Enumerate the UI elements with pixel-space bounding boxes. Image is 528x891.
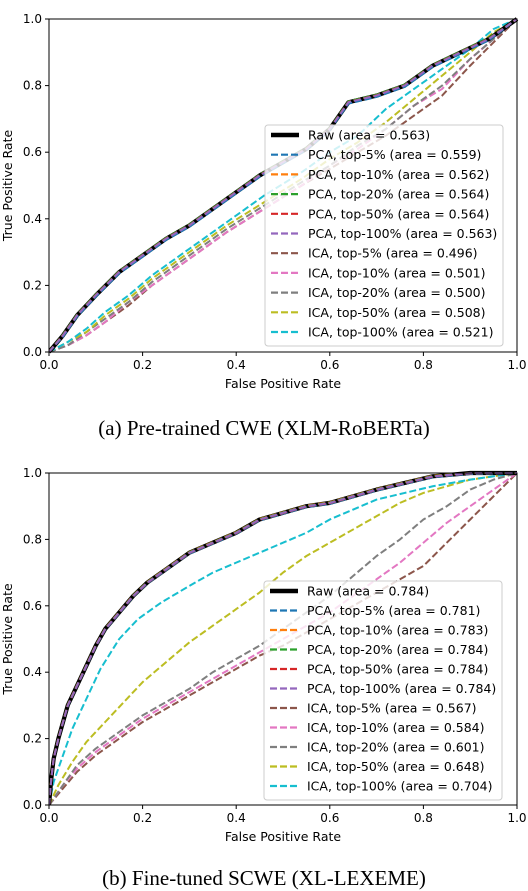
chartb-legend-label-8: ICA, top-20% (area = 0.601) xyxy=(307,740,485,755)
chartb-ytick-label-2: 0.4 xyxy=(23,665,42,679)
charta-xtick-label-4: 0.8 xyxy=(414,358,433,372)
chartb-series-10 xyxy=(49,472,518,806)
chartb-series-5 xyxy=(49,472,517,806)
caption-b: (b) Fine-tuned SCWE (XL-LEXEME) xyxy=(102,866,426,890)
chartb-xtick-label-5: 1.0 xyxy=(507,811,526,825)
chartb-xtick-label-0: 0.0 xyxy=(39,811,58,825)
charta-legend-box xyxy=(264,124,504,347)
charta-xtick-label-3: 0.6 xyxy=(320,358,339,372)
chartb-legend-box xyxy=(263,580,503,801)
chartb-xtick-label-2: 0.4 xyxy=(227,811,246,825)
chartb-ylabel: True Positive Rate xyxy=(0,583,15,696)
charta-legend-label-0: Raw (area = 0.563) xyxy=(308,128,430,143)
chartb-xlabel: False Positive Rate xyxy=(225,829,341,844)
charta-legend: Raw (area = 0.563) PCA, top-5% (area = 0.… xyxy=(264,124,504,347)
roc-chart-a-svg: 0.0 0.2 0.4 0.6 0.8 1.0 0.0 0.2 0.4 0.6 0.8 1.0 Fals… xyxy=(0,12,527,391)
chartb-xtick-label-4: 0.8 xyxy=(414,811,433,825)
chartb-ytick-label-3: 0.6 xyxy=(23,599,42,613)
charta-xtick-label-2: 0.4 xyxy=(227,358,246,372)
chartb-axes-frame xyxy=(48,472,518,806)
chartb-legend-label-9: ICA, top-50% (area = 0.648) xyxy=(307,759,485,774)
chartb-legend: Raw (area = 0.784) PCA, top-5% (area = 0.… xyxy=(263,580,503,801)
chartb-legend-label-1: PCA, top-5% (area = 0.781) xyxy=(307,603,480,618)
chartb-legend-label-10: ICA, top-100% (area = 0.704) xyxy=(307,779,492,794)
chartb-legend-label-2: PCA, top-10% (area = 0.783) xyxy=(307,623,488,638)
charta-xtick-label-0: 0.0 xyxy=(39,358,58,372)
chartb-ytick-label-0: 0.0 xyxy=(23,798,42,812)
chartb-legend-label-0: Raw (area = 0.784) xyxy=(307,584,429,599)
charta-ytick-label-0: 0.0 xyxy=(23,345,42,359)
charta-legend-label-9: ICA, top-50% (area = 0.508) xyxy=(308,305,486,320)
charta-legend-label-6: ICA, top-5% (area = 0.496) xyxy=(308,246,478,261)
chartb-legend-label-7: ICA, top-10% (area = 0.584) xyxy=(307,720,485,735)
charta-legend-label-3: PCA, top-20% (area = 0.564) xyxy=(308,187,489,202)
charta-legend-label-10: ICA, top-100% (area = 0.521) xyxy=(308,325,493,340)
charta-legend-label-7: ICA, top-10% (area = 0.501) xyxy=(308,265,486,280)
chartb-legend-label-3: PCA, top-20% (area = 0.784) xyxy=(307,642,488,657)
roc-chart-b: 0.0 0.2 0.4 0.6 0.8 1.0 0.0 0.2 0.4 0.6 0.8 1.0 Fals… xyxy=(0,452,528,872)
charta-legend-label-4: PCA, top-50% (area = 0.564) xyxy=(308,206,489,221)
charta-legend-label-5: PCA, top-100% (area = 0.563) xyxy=(308,226,497,241)
chartb-ytick-label-5: 1.0 xyxy=(23,466,42,480)
chartb-series-9 xyxy=(49,472,518,806)
chartb-ytick-label-4: 0.8 xyxy=(23,532,42,546)
roc-chart-b-svg: 0.0 0.2 0.4 0.6 0.8 1.0 0.0 0.2 0.4 0.6 0.8 1.0 Fals… xyxy=(0,466,527,844)
charta-xtick-label-5: 1.0 xyxy=(507,358,526,372)
roc-chart-a: 0.0 0.2 0.4 0.6 0.8 1.0 0.0 0.2 0.4 0.6 0.8 1.0 Fals… xyxy=(0,0,528,410)
chartb-legend-label-4: PCA, top-50% (area = 0.784) xyxy=(307,662,488,677)
charta-xlabel: False Positive Rate xyxy=(225,376,341,391)
caption-a: (a) Pre-trained CWE (XLM-RoBERTa) xyxy=(98,416,430,440)
charta-series-5 xyxy=(49,18,518,353)
charta-legend-label-8: ICA, top-20% (area = 0.500) xyxy=(308,285,486,300)
charta-legend-label-2: PCA, top-10% (area = 0.562) xyxy=(308,167,489,182)
charta-ytick-label-2: 0.4 xyxy=(23,212,42,226)
charta-ylabel: True Positive Rate xyxy=(0,130,15,243)
charta-xtick-label-1: 0.2 xyxy=(133,358,152,372)
chartb-xtick-label-1: 0.2 xyxy=(133,811,152,825)
charta-series-10 xyxy=(49,18,518,353)
chartb-legend-label-5: PCA, top-100% (area = 0.784) xyxy=(307,681,496,696)
charta-ytick-label-4: 0.8 xyxy=(23,79,42,93)
charta-ytick-label-3: 0.6 xyxy=(23,145,42,159)
charta-legend-label-1: PCA, top-5% (area = 0.559) xyxy=(308,147,481,162)
charta-axes-frame xyxy=(48,18,518,353)
charta-ytick-label-1: 0.2 xyxy=(23,278,42,292)
charta-ytick-label-5: 1.0 xyxy=(23,12,42,26)
chartb-ytick-label-1: 0.2 xyxy=(23,732,42,746)
chartb-legend-label-6: ICA, top-5% (area = 0.567) xyxy=(307,701,477,716)
chartb-xtick-label-3: 0.6 xyxy=(320,811,339,825)
